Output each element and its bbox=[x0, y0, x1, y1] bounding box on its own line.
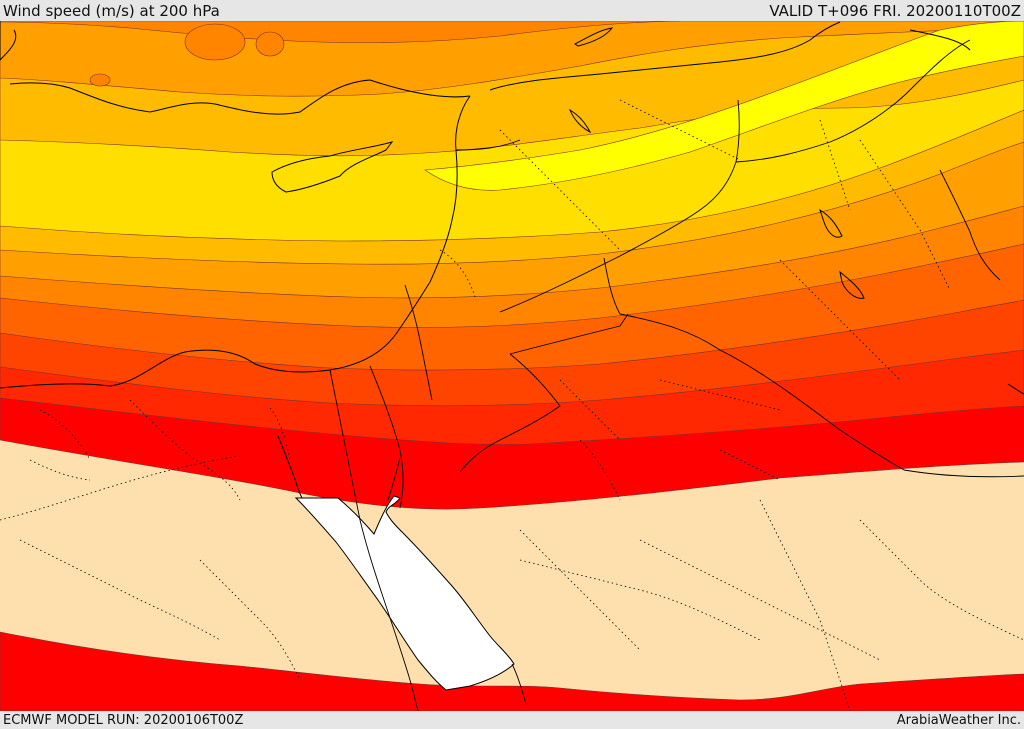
band-north-orange bbox=[0, 21, 681, 44]
jet-core-yellow bbox=[424, 21, 1024, 191]
wind-speed-map bbox=[0, 21, 1024, 711]
sinai-gulfs bbox=[277, 435, 401, 501]
map-header: Wind speed (m/s) at 200 hPa VALID T+096 … bbox=[0, 0, 1024, 21]
red-sea bbox=[294, 495, 515, 691]
map-footer: ECMWF MODEL RUN: 20200106T00Z ArabiaWeat… bbox=[0, 711, 1024, 729]
band-north-light-orange bbox=[0, 21, 1024, 97]
band-south-red bbox=[0, 631, 1024, 711]
borders bbox=[329, 39, 1024, 711]
credit-text: ArabiaWeather Inc. bbox=[896, 712, 1021, 728]
band-north-pocket-1 bbox=[184, 23, 246, 61]
band-north-pocket-2 bbox=[255, 31, 285, 57]
coastlines bbox=[0, 21, 1024, 395]
model-run-text: ECMWF MODEL RUN: 20200106T00Z bbox=[3, 712, 244, 728]
admin-boundaries bbox=[0, 99, 1024, 711]
map-title: Wind speed (m/s) at 200 hPa bbox=[3, 1, 220, 20]
band-north-pocket-3 bbox=[89, 73, 111, 87]
valid-time: VALID T+096 FRI. 20200110T00Z bbox=[769, 1, 1021, 20]
